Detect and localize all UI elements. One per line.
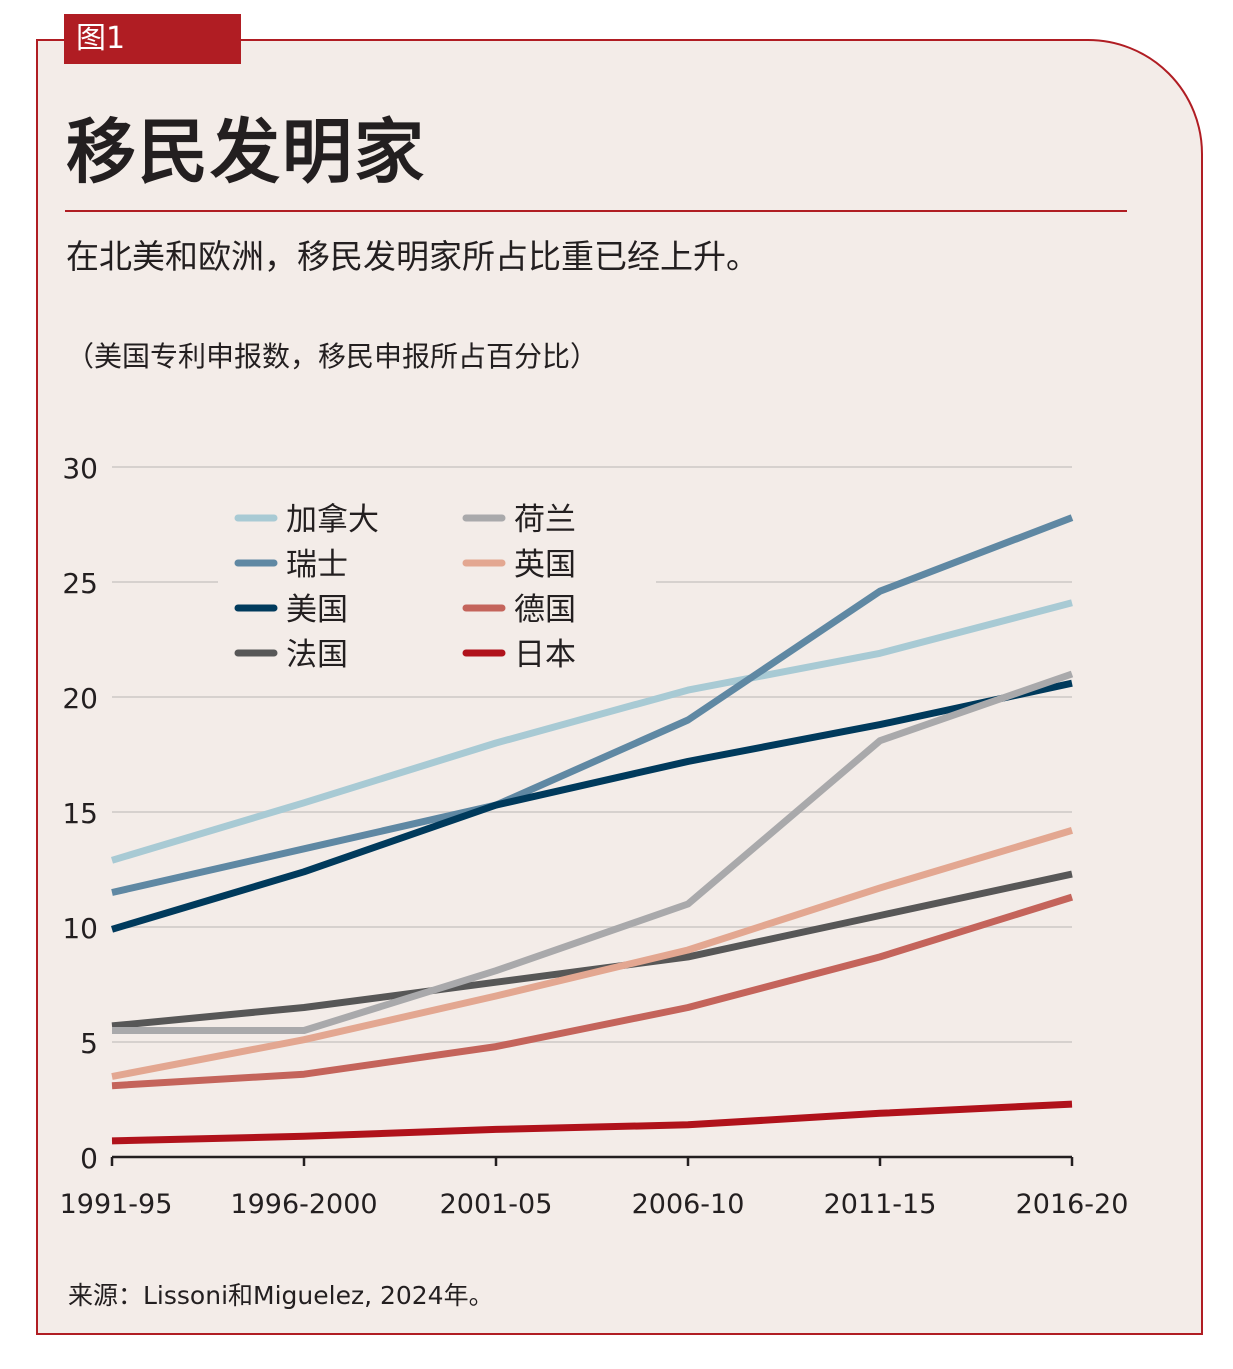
- legend-label: 瑞士: [286, 547, 348, 583]
- y-tick-label: 20: [62, 682, 98, 715]
- series-line-7: [111, 1100, 1073, 1145]
- unit-note: （美国专利申报数，移民申报所占百分比）: [66, 340, 599, 373]
- figure-frame: [36, 39, 1203, 1335]
- x-tick-label: 2006-10: [632, 1189, 745, 1220]
- source-note: 来源：Lissoni和Miguelez, 2024年。: [68, 1281, 494, 1310]
- series-line-0: [110, 599, 1073, 864]
- legend-label: 加拿大: [286, 502, 379, 538]
- y-tick-label: 30: [62, 452, 98, 485]
- series-line-3: [111, 870, 1073, 1030]
- legend-background: [218, 490, 656, 680]
- y-tick-label: 5: [80, 1027, 98, 1060]
- series-line-4: [112, 670, 1074, 1034]
- y-tick-label: 15: [62, 797, 98, 830]
- series-line-6: [111, 893, 1074, 1090]
- legend-label: 美国: [286, 592, 348, 628]
- legend-label: 英国: [514, 547, 576, 583]
- title-divider: [65, 210, 1127, 212]
- legend-label: 德国: [514, 592, 576, 628]
- y-tick-label: 25: [62, 567, 98, 600]
- x-tick-label: 2001-05: [440, 1189, 553, 1220]
- legend-label: 法国: [286, 637, 348, 673]
- legend-label: 荷兰: [514, 502, 576, 538]
- chart-title: 移民发明家: [66, 111, 426, 193]
- x-tick-label: 1996-2000: [230, 1189, 377, 1220]
- figure-tag: 图1: [64, 14, 241, 64]
- y-tick-label: 0: [80, 1142, 98, 1175]
- y-tick-label: 10: [62, 912, 98, 945]
- x-tick-label: 1991-95: [60, 1189, 173, 1220]
- series-line-1: [111, 514, 1074, 896]
- series-line-5: [111, 827, 1074, 1080]
- series-line-2: [110, 679, 1073, 933]
- x-tick-label: 2011-15: [824, 1189, 937, 1220]
- x-tick-label: 2016-20: [1016, 1189, 1129, 1220]
- chart-subtitle: 在北美和欧洲，移民发明家所占比重已经上升。: [66, 237, 759, 276]
- legend-label: 日本: [514, 637, 576, 673]
